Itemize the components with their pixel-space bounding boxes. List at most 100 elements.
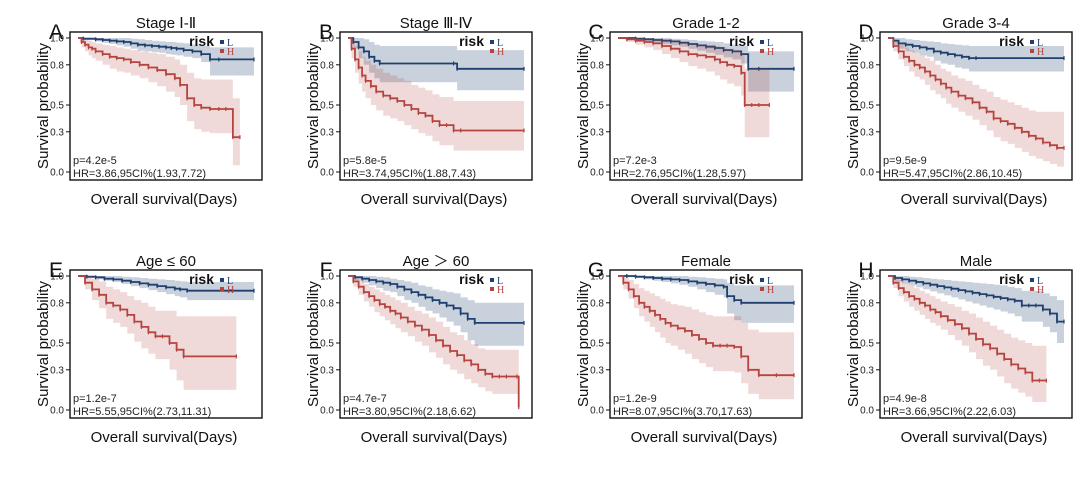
panel-letter: D: [858, 21, 873, 44]
legend-title: risk: [999, 33, 1024, 49]
panel-letter: G: [588, 259, 604, 282]
panel-title: Grade 1-2: [672, 15, 740, 32]
y-tick-label: 1.0: [50, 272, 64, 283]
y-tick-label: 0.3: [590, 365, 604, 376]
confidence-band-h: [618, 276, 794, 400]
y-axis-label: Survival probability: [845, 43, 862, 169]
confidence-band-h: [888, 276, 1047, 402]
x-axis-label: Overall survival(Days): [361, 191, 508, 208]
p-value: p=7.2e-3: [613, 155, 657, 167]
panel-title: Grade 3-4: [942, 15, 1010, 32]
hazard-ratio: HR=5.47,95CI%(2.86,10.45): [883, 168, 1022, 180]
legend-label-l: L: [497, 38, 503, 49]
hazard-ratio: HR=3.74,95CI%(1.88,7.43): [343, 168, 476, 180]
hazard-ratio: HR=3.86,95CI%(1.93,7.72): [73, 168, 206, 180]
confidence-band-h: [348, 38, 524, 151]
panel-letter: H: [858, 259, 873, 282]
confidence-band-l: [888, 38, 1064, 72]
legend-swatch-l: [1030, 40, 1034, 44]
legend-swatch-h: [490, 287, 494, 291]
legend-title: risk: [459, 271, 484, 287]
legend-label-l: L: [767, 38, 773, 49]
legend-swatch-h: [220, 287, 224, 291]
legend-label-h: H: [227, 47, 234, 58]
panel-title: Stage Ⅲ-Ⅳ: [400, 15, 473, 32]
y-tick-label: 0.0: [860, 168, 874, 179]
y-axis-label: Survival probability: [305, 43, 322, 169]
plot-frame: [879, 31, 1073, 181]
plot-frame: [69, 31, 263, 181]
panel-title: Age ≤ 60: [136, 253, 196, 270]
x-axis-label: Overall survival(Days): [901, 191, 1048, 208]
confidence-band-l: [348, 276, 524, 346]
y-axis-label: Survival probability: [305, 281, 322, 407]
legend-swatch-l: [220, 40, 224, 44]
y-tick-label: 1.0: [590, 34, 604, 45]
y-tick-label: 0.5: [320, 101, 334, 112]
legend-label-h: H: [767, 285, 774, 296]
legend-title: risk: [459, 33, 484, 49]
y-axis-label: Survival probability: [35, 281, 52, 407]
plot-frame: [879, 269, 1073, 419]
confidence-band-l: [78, 38, 254, 76]
y-tick-label: 0.3: [590, 127, 604, 138]
legend-swatch-h: [1030, 287, 1034, 291]
plot-frame: [609, 269, 803, 419]
y-tick-label: 1.0: [860, 272, 874, 283]
legend-swatch-l: [760, 278, 764, 282]
legend-title: risk: [729, 271, 754, 287]
legend-swatch-l: [490, 40, 494, 44]
x-axis-label: Overall survival(Days): [361, 429, 508, 446]
confidence-band-l: [618, 276, 794, 323]
legend-title: risk: [999, 271, 1024, 287]
p-value: p=9.5e-9: [883, 155, 927, 167]
y-tick-label: 0.5: [590, 101, 604, 112]
survival-curve-l: [348, 275, 524, 324]
y-tick-label: 0.0: [590, 168, 604, 179]
y-tick-label: 0.0: [50, 168, 64, 179]
x-axis-label: Overall survival(Days): [91, 429, 238, 446]
p-value: p=5.8e-5: [343, 155, 387, 167]
survival-curve-h: [348, 37, 524, 132]
legend-swatch-l: [490, 278, 494, 282]
y-tick-label: 0.8: [860, 60, 874, 71]
legend-swatch-h: [760, 287, 764, 291]
legend-label-l: L: [227, 38, 233, 49]
confidence-band-h: [78, 276, 237, 390]
y-tick-label: 0.3: [860, 365, 874, 376]
panel-title: Age ＞ 60: [403, 253, 470, 270]
hazard-ratio: HR=2.76,95CI%(1.28,5.97): [613, 168, 746, 180]
y-axis-label: Survival probability: [35, 43, 52, 169]
legend-label-l: L: [1037, 276, 1043, 287]
legend-label-h: H: [1037, 47, 1044, 58]
legend-label-h: H: [1037, 285, 1044, 296]
plot-frame: [339, 269, 533, 419]
plot-frame: [69, 269, 263, 419]
y-tick-label: 1.0: [320, 34, 334, 45]
y-tick-label: 0.5: [50, 101, 64, 112]
hazard-ratio: HR=5.55,95CI%(2.73,11.31): [73, 406, 211, 418]
x-axis-label: Overall survival(Days): [631, 429, 778, 446]
legend-title: risk: [189, 271, 214, 287]
y-tick-label: 0.5: [860, 101, 874, 112]
y-tick-label: 0.8: [50, 60, 64, 71]
plot-frame: [609, 31, 803, 181]
y-tick-label: 0.3: [860, 127, 874, 138]
panel-title: Stage Ⅰ-Ⅱ: [136, 15, 196, 32]
y-tick-label: 0.8: [320, 298, 334, 309]
y-tick-label: 0.3: [320, 365, 334, 376]
legend-label-h: H: [497, 47, 504, 58]
legend-label-h: H: [497, 285, 504, 296]
legend-swatch-h: [220, 49, 224, 53]
legend-label-l: L: [1037, 38, 1043, 49]
p-value: p=1.2e-9: [613, 393, 657, 405]
legend-swatch-h: [760, 49, 764, 53]
legend-label-l: L: [497, 276, 503, 287]
y-tick-label: 0.5: [320, 339, 334, 350]
y-axis-label: Survival probability: [575, 281, 592, 407]
panel-letter: E: [49, 259, 63, 282]
legend-swatch-h: [490, 49, 494, 53]
legend-label-h: H: [767, 47, 774, 58]
panel-title: Female: [681, 253, 731, 270]
